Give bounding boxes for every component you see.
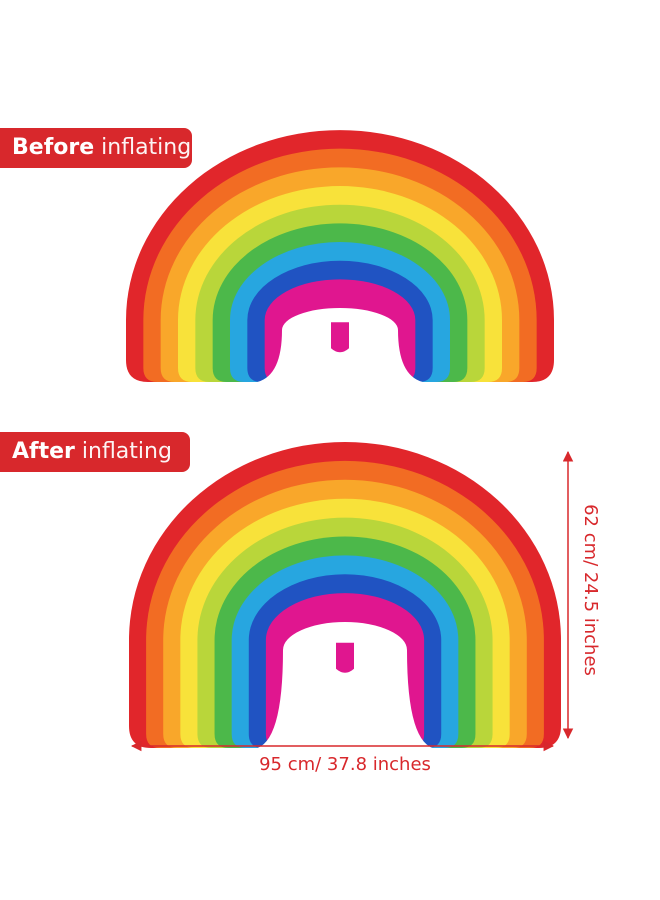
before-tag: Before inflating — [0, 128, 192, 168]
width-label: 95 cm/ 37.8 inches — [259, 754, 431, 775]
before-light: inflating — [101, 135, 192, 160]
height-label: 62 cm/ 24.5 inches — [580, 504, 601, 676]
hole — [253, 622, 437, 749]
before-bold: Before — [12, 135, 95, 160]
after-light: inflating — [81, 439, 172, 464]
rainbow-before — [126, 130, 554, 383]
after-tag: After inflating — [0, 432, 190, 472]
after-bold: After — [12, 439, 75, 464]
rainbow-after — [129, 442, 561, 749]
valve — [331, 322, 349, 353]
valve — [336, 642, 354, 673]
